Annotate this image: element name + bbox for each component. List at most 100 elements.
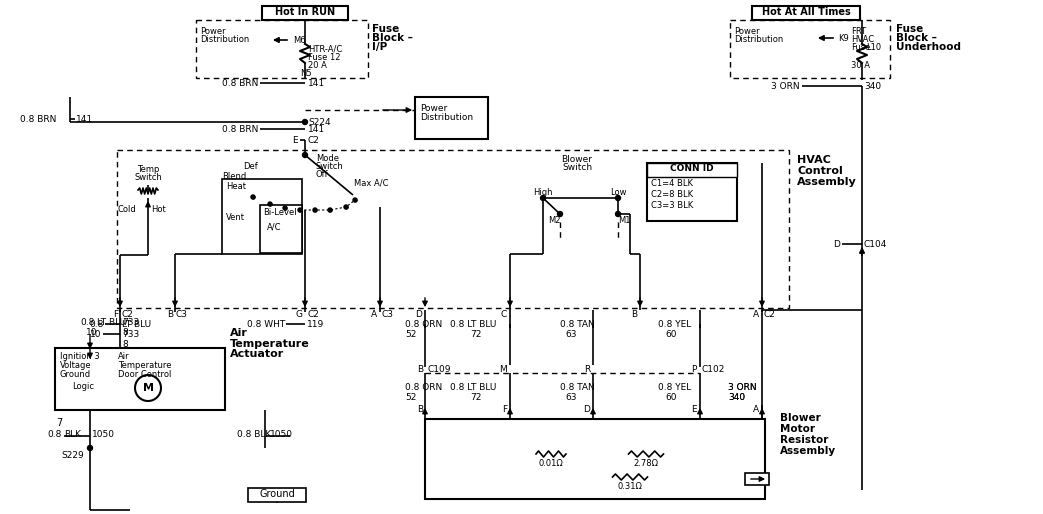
Text: A/C: A/C bbox=[267, 222, 282, 231]
Text: Underhood: Underhood bbox=[896, 42, 961, 52]
Text: 340: 340 bbox=[864, 82, 881, 91]
Text: Mode: Mode bbox=[316, 154, 339, 163]
Text: Motor: Motor bbox=[780, 424, 815, 434]
Text: C1=4 BLK: C1=4 BLK bbox=[651, 179, 693, 188]
Circle shape bbox=[344, 205, 348, 209]
Circle shape bbox=[353, 198, 357, 202]
Text: Fuse: Fuse bbox=[851, 43, 870, 52]
Circle shape bbox=[540, 195, 545, 200]
Bar bbox=[752, 6, 860, 20]
Text: Max A/C: Max A/C bbox=[354, 178, 388, 187]
Bar bbox=[222, 179, 302, 254]
Text: 141: 141 bbox=[76, 115, 93, 124]
Text: Low: Low bbox=[610, 188, 626, 197]
Text: Ignition 3: Ignition 3 bbox=[60, 352, 100, 361]
Text: CONN ID: CONN ID bbox=[671, 164, 713, 173]
Text: 0.8 ORN: 0.8 ORN bbox=[405, 320, 442, 329]
Text: E: E bbox=[292, 136, 298, 145]
Text: 1050: 1050 bbox=[92, 430, 115, 439]
Text: 10: 10 bbox=[86, 328, 97, 337]
Text: C2: C2 bbox=[121, 310, 132, 319]
Bar bbox=[647, 163, 737, 177]
Text: 0.8 BRN: 0.8 BRN bbox=[221, 125, 258, 134]
Text: 0.8 TAN: 0.8 TAN bbox=[560, 320, 595, 329]
Text: M: M bbox=[143, 383, 153, 393]
Text: I/P: I/P bbox=[372, 42, 387, 52]
Text: 119: 119 bbox=[307, 320, 324, 329]
Text: Temperature: Temperature bbox=[118, 361, 171, 370]
Text: 0.8 BRN: 0.8 BRN bbox=[20, 115, 56, 124]
Text: 3 ORN: 3 ORN bbox=[772, 82, 800, 91]
Text: 0.8: 0.8 bbox=[48, 430, 62, 439]
Text: 63: 63 bbox=[565, 330, 577, 339]
Text: R: R bbox=[584, 365, 590, 374]
Text: Blend: Blend bbox=[222, 172, 246, 181]
Text: Power: Power bbox=[420, 104, 447, 113]
Text: C109: C109 bbox=[427, 365, 451, 374]
Text: 0.8 BRN: 0.8 BRN bbox=[221, 79, 258, 88]
Circle shape bbox=[615, 195, 621, 200]
Text: Bi-Level: Bi-Level bbox=[263, 208, 296, 217]
Bar bbox=[745, 473, 769, 485]
Text: 0.8 ORN: 0.8 ORN bbox=[405, 383, 442, 392]
Text: K9: K9 bbox=[838, 34, 849, 43]
Bar bbox=[55, 348, 225, 410]
Text: 141: 141 bbox=[308, 79, 325, 88]
Text: N5: N5 bbox=[300, 69, 312, 78]
Text: B: B bbox=[167, 310, 173, 319]
Text: 3 ORN: 3 ORN bbox=[728, 383, 756, 392]
Text: G: G bbox=[295, 310, 302, 319]
Bar bbox=[647, 163, 737, 221]
Text: Cold: Cold bbox=[117, 205, 136, 214]
Text: C2: C2 bbox=[763, 310, 775, 319]
Text: D: D bbox=[833, 240, 840, 249]
Text: Hot In RUN: Hot In RUN bbox=[275, 7, 335, 17]
Text: 20 A: 20 A bbox=[308, 61, 326, 70]
Bar bbox=[415, 97, 488, 139]
Text: Resistor: Resistor bbox=[780, 435, 828, 445]
Text: M: M bbox=[500, 365, 507, 374]
Bar bbox=[248, 488, 306, 502]
Text: Def: Def bbox=[243, 162, 258, 171]
Text: Ground: Ground bbox=[259, 489, 295, 499]
Circle shape bbox=[328, 208, 332, 212]
Text: Control: Control bbox=[797, 166, 843, 176]
Text: 340: 340 bbox=[728, 393, 745, 402]
Text: 733: 733 bbox=[122, 330, 140, 339]
Circle shape bbox=[558, 211, 562, 216]
Bar bbox=[260, 205, 302, 253]
Text: F: F bbox=[502, 405, 507, 414]
Text: Block –: Block – bbox=[896, 33, 937, 43]
Text: 0.8 YEL: 0.8 YEL bbox=[658, 320, 692, 329]
Bar bbox=[730, 20, 890, 78]
Text: Logic: Logic bbox=[72, 382, 94, 391]
Text: Power: Power bbox=[734, 27, 759, 36]
Text: Vent: Vent bbox=[226, 213, 245, 222]
Text: 141: 141 bbox=[308, 125, 325, 134]
Text: C2: C2 bbox=[308, 136, 320, 145]
Text: D: D bbox=[415, 310, 422, 319]
Text: Hot At All Times: Hot At All Times bbox=[761, 7, 850, 17]
Text: P: P bbox=[692, 365, 697, 374]
Text: B: B bbox=[417, 365, 423, 374]
Text: D: D bbox=[583, 405, 590, 414]
Text: B: B bbox=[631, 310, 637, 319]
Text: Air: Air bbox=[231, 328, 248, 338]
Text: Switch: Switch bbox=[562, 163, 592, 172]
Text: Blower: Blower bbox=[780, 413, 821, 423]
Text: 0.8 BLK: 0.8 BLK bbox=[237, 430, 271, 439]
Text: 7: 7 bbox=[55, 418, 62, 428]
Text: M1: M1 bbox=[618, 216, 631, 225]
Text: 0.8 LT BLU: 0.8 LT BLU bbox=[450, 383, 496, 392]
Circle shape bbox=[268, 202, 272, 206]
Text: 340: 340 bbox=[728, 393, 745, 402]
Text: Air: Air bbox=[118, 352, 129, 361]
Text: 0.8 LT BLU: 0.8 LT BLU bbox=[450, 320, 496, 329]
Text: A: A bbox=[753, 405, 759, 414]
Circle shape bbox=[251, 195, 254, 199]
Text: B: B bbox=[417, 405, 423, 414]
Text: 72: 72 bbox=[470, 393, 482, 402]
Bar bbox=[117, 150, 789, 308]
Text: C2=8 BLK: C2=8 BLK bbox=[651, 190, 694, 199]
Text: 0.8: 0.8 bbox=[80, 318, 95, 327]
